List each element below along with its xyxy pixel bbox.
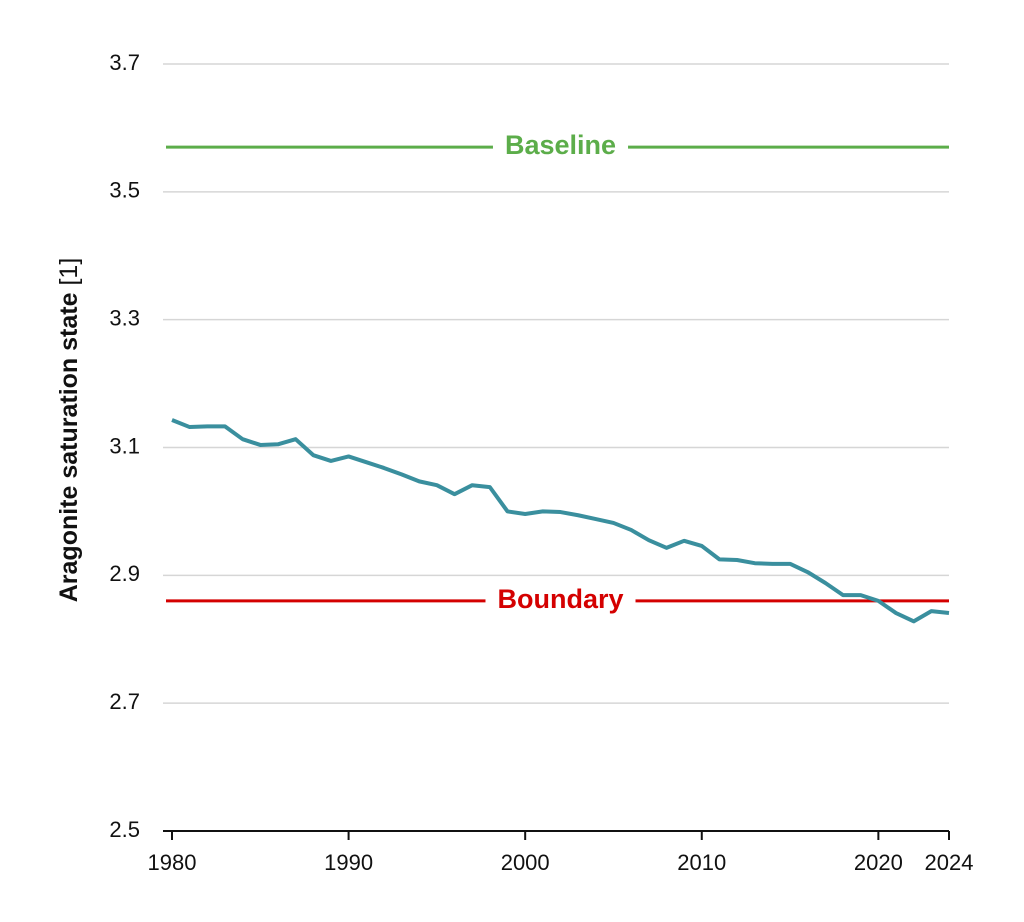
x-tick-label: 2000 [501, 850, 550, 875]
data-line [171, 418, 950, 624]
y-tick-label: 2.7 [109, 689, 140, 714]
y-tick-label: 2.5 [109, 817, 140, 842]
y-tick-label: 3.7 [109, 50, 140, 75]
y-tick-label: 3.5 [109, 178, 140, 203]
x-tick-label: 2024 [925, 850, 974, 875]
y-label-unit: [1] [55, 258, 83, 286]
reference-label-bg [485, 594, 636, 607]
x-tick-label: 1980 [148, 850, 197, 875]
reference-label: Boundary [497, 584, 623, 614]
y-label-text: Aragonite saturation state [55, 292, 83, 602]
x-tick-label: 2010 [677, 850, 726, 875]
x-tick-label: 1990 [324, 850, 373, 875]
y-tick-label: 3.1 [109, 433, 140, 458]
y-tick-label: 3.3 [109, 305, 140, 330]
x-tick-label: 2020 [854, 850, 903, 875]
y-axis-label: Aragonite saturation state [1] [55, 258, 83, 603]
reference-label-bg [492, 141, 629, 154]
y-tick-label: 2.9 [109, 561, 140, 586]
reference-label: Baseline [505, 130, 616, 160]
